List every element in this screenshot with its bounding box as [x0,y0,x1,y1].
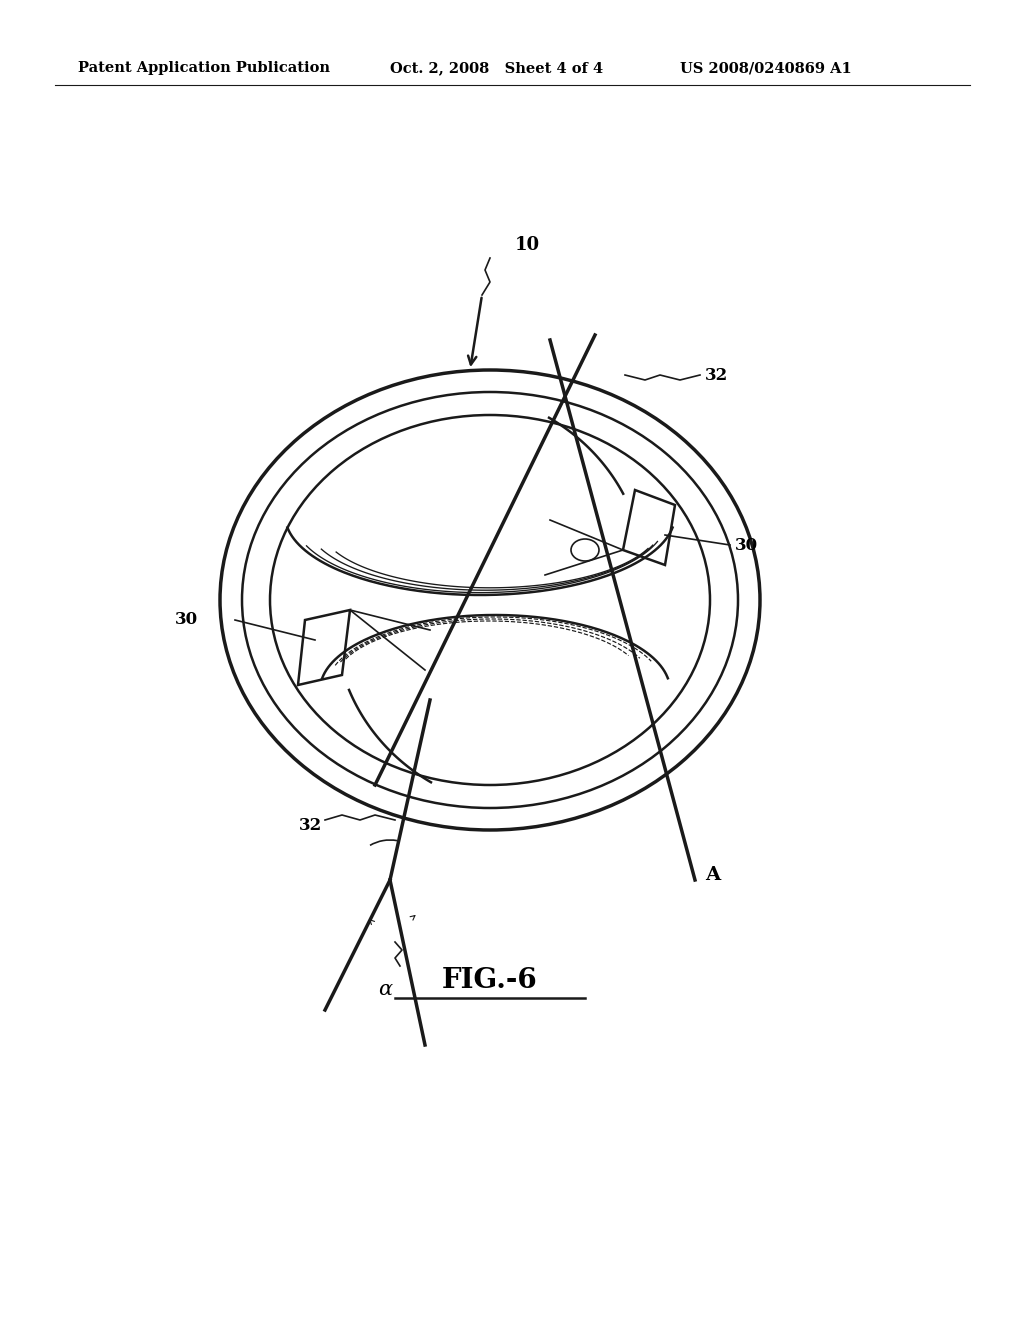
Text: 30: 30 [735,536,758,553]
Text: 32: 32 [299,817,322,833]
Text: Oct. 2, 2008   Sheet 4 of 4: Oct. 2, 2008 Sheet 4 of 4 [390,61,603,75]
Text: US 2008/0240869 A1: US 2008/0240869 A1 [680,61,852,75]
Text: 32: 32 [705,367,728,384]
Text: Patent Application Publication: Patent Application Publication [78,61,330,75]
Text: 10: 10 [515,236,540,253]
Text: A: A [705,866,720,884]
Text: 30: 30 [175,611,198,628]
Text: FIG.-6: FIG.-6 [442,966,538,994]
Text: α: α [378,979,392,999]
